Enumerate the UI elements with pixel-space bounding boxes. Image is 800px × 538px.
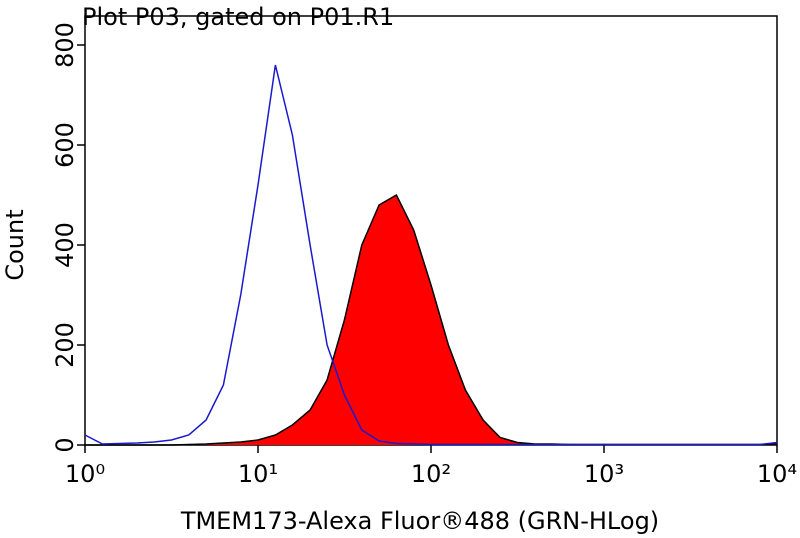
- x-tick-label: 10¹: [238, 460, 278, 488]
- x-axis-label: TMEM173-Alexa Fluor®488 (GRN-HLog): [180, 507, 659, 535]
- y-tick-label: 600: [51, 122, 79, 168]
- y-tick-label: 0: [51, 437, 79, 452]
- histogram-line: [84, 64, 778, 446]
- histogram-area: [85, 195, 777, 445]
- x-tick-label: 10²: [411, 460, 451, 488]
- chart-title: Plot P03, gated on P01.R1: [82, 3, 394, 31]
- x-tick-label: 10⁰: [65, 460, 105, 488]
- y-tick-label: 800: [51, 22, 79, 68]
- x-tick-label: 10³: [584, 460, 624, 488]
- y-axis-label: Count: [1, 209, 29, 280]
- x-tick-label: 10⁴: [757, 460, 797, 488]
- y-tick-label: 200: [51, 322, 79, 368]
- y-tick-label: 400: [51, 222, 79, 268]
